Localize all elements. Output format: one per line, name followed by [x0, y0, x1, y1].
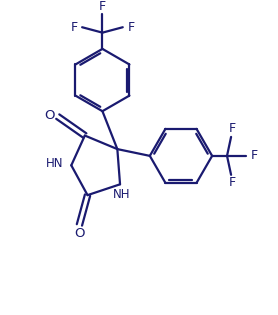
Text: F: F — [228, 122, 235, 135]
Text: O: O — [74, 227, 85, 240]
Text: O: O — [44, 109, 54, 122]
Text: F: F — [99, 0, 106, 14]
Text: F: F — [127, 21, 135, 34]
Text: HN: HN — [46, 158, 64, 170]
Text: NH: NH — [113, 188, 130, 201]
Text: F: F — [228, 176, 235, 189]
Text: F: F — [70, 21, 78, 34]
Text: F: F — [250, 149, 258, 162]
